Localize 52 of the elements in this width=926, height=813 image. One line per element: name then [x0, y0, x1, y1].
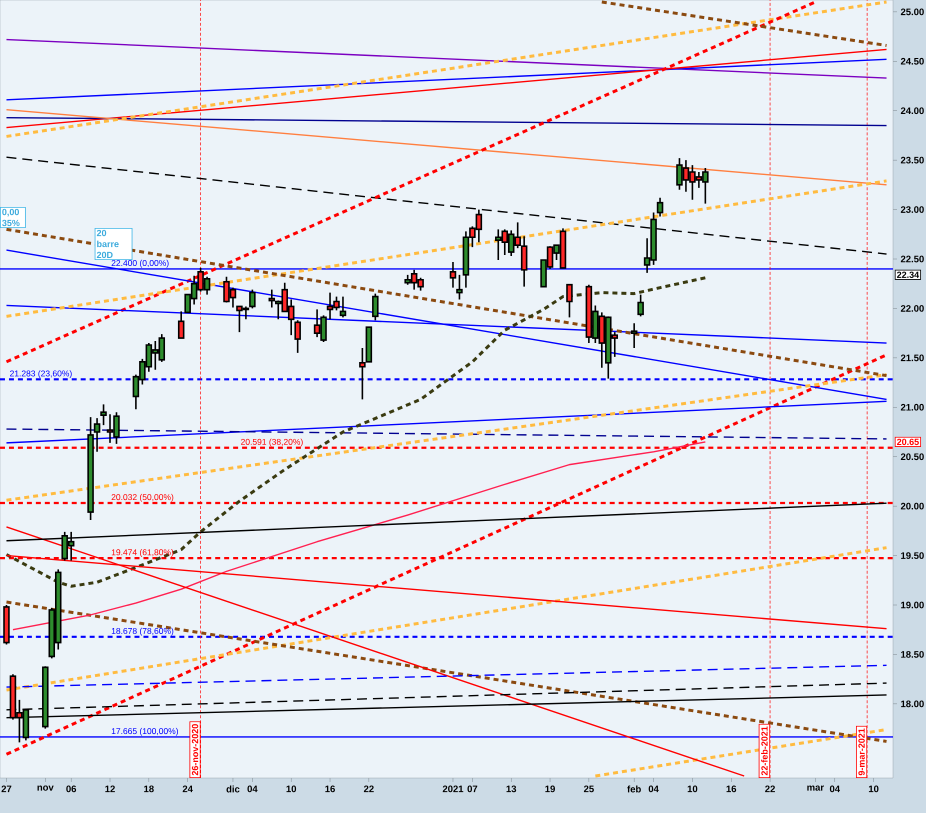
x-tick-label: 10 [868, 786, 878, 792]
y-tick-label: 20.00 [900, 502, 924, 510]
x-tick-label: 16 [325, 786, 335, 792]
x-tick-label: 10 [286, 786, 296, 792]
ref-line-label: 22.400 (0,00%) [112, 260, 169, 268]
ref-line-label: 22-feb-2021 [761, 726, 768, 776]
y-tick-label: 25.00 [900, 8, 924, 16]
ref-line-label: 9-mar-2021 [858, 728, 865, 776]
x-tick-label: 2021 [442, 786, 464, 792]
x-tick-label: nov [38, 786, 54, 791]
y-tick-label: 19.00 [901, 602, 924, 608]
x-tick-label: 04 [830, 786, 840, 792]
x-tick-label: 22 [364, 786, 374, 792]
y-tick-label: 24.00 [900, 107, 924, 114]
y-tick-label: 21.00 [900, 404, 924, 411]
y-tick-label: 22.00 [900, 305, 924, 312]
x-tick-label: 13 [506, 786, 516, 792]
ref-line-label: 17.665 (100,00%) [112, 728, 178, 736]
annotation: 0,00 35% [2, 208, 20, 226]
x-tick-label: 19 [545, 786, 555, 792]
ref-line-label: 20.032 (50,00%) [112, 494, 174, 502]
x-tick-label: mar [807, 786, 824, 791]
text: 20.65 [897, 438, 919, 446]
x-tick-label: feb [627, 786, 641, 792]
y-tick-label: 19.50 [901, 552, 924, 559]
ref-line-label: 20.591 (38,20%) [241, 438, 303, 447]
x-tick-label: 22 [765, 786, 775, 792]
x-tick-label: 12 [105, 786, 115, 792]
y-tick-label: 23.00 [900, 206, 924, 213]
y-tick-label: 23.50 [900, 156, 924, 164]
y-tick-label: 24.50 [900, 58, 924, 65]
x-tick-label: 06 [66, 786, 76, 792]
x-tick-label: 10 [688, 786, 698, 792]
ref-line-label: 18.678 (78,60%) [112, 628, 174, 636]
x-tick-label: 07 [468, 786, 478, 792]
x-tick-label: 18 [144, 786, 154, 792]
x-tick-label: 24 [182, 786, 193, 792]
y-tick-label: 18.00 [901, 700, 924, 708]
ref-line-label: 26-nov-2020 [192, 724, 198, 776]
annotation: 20 barre 20D [96, 230, 119, 258]
x-tick-label: 16 [726, 786, 736, 792]
x-tick-label: 25 [584, 786, 594, 792]
x-tick-label: dic [226, 786, 240, 792]
ref-line-label: 21.283 (23,60%) [10, 370, 72, 378]
x-tick-label: 27 [2, 786, 12, 792]
y-tick-label: 20.50 [900, 453, 924, 460]
y-tick-label: 18.50 [901, 651, 924, 658]
x-tick-label: 04 [247, 786, 258, 792]
x-tick-label: 04 [648, 786, 659, 792]
y-tick-label: 22.50 [900, 256, 924, 262]
text: 22.34 [897, 272, 920, 278]
y-tick-label: 21.50 [900, 354, 924, 362]
